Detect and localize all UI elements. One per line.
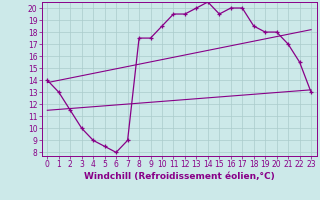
X-axis label: Windchill (Refroidissement éolien,°C): Windchill (Refroidissement éolien,°C) <box>84 172 275 181</box>
